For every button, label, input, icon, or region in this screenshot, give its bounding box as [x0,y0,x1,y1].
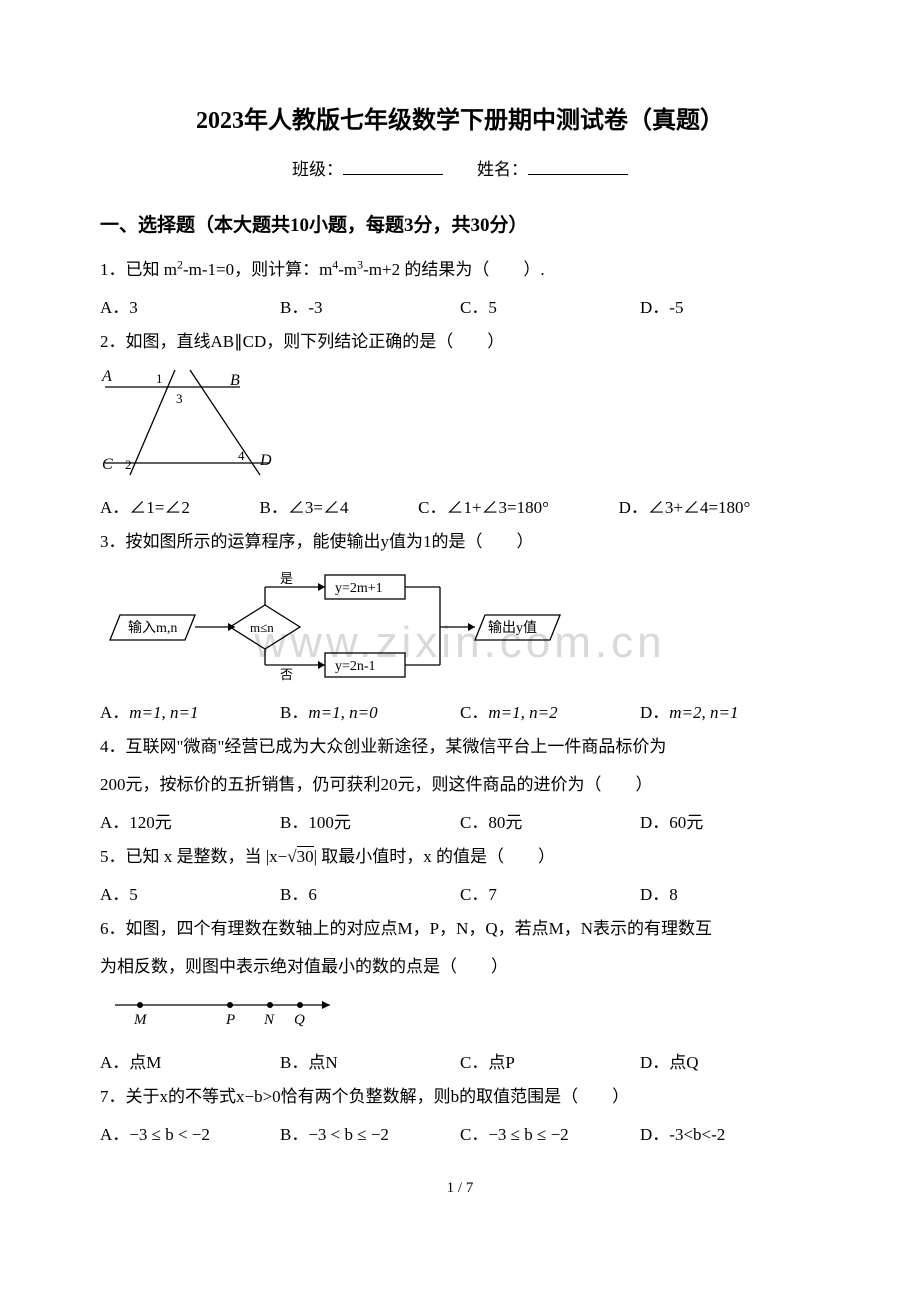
q6-line1: 6．如图，四个有理数在数轴上的对应点M，P，N，Q，若点M，N表示的有理数互 [100,912,820,946]
q4-opt-a: A．120元 [100,806,280,840]
q6-P: P [225,1012,235,1028]
q5-radicand: 30 [297,846,314,866]
q3-cond: m≤n [250,620,274,635]
q3d-val: m=2, n=1 [669,703,738,722]
q6-figure: M P N Q [100,990,820,1040]
q1-part-a: 1．已知 m [100,260,177,279]
q5-opt-c: C．7 [460,878,640,912]
name-blank [528,158,628,175]
q3a-lbl: A． [100,703,129,722]
q3-figure: 输入m,n m≤n 是 y=2m+1 否 y=2n-1 [100,565,820,690]
q2-angle3: 3 [176,391,183,406]
blanks-row: 班级： 姓名： [100,155,820,180]
q2-label-A: A [101,368,112,385]
q7-options: A．−3 ≤ b < −2 B．−3 < b ≤ −2 C．−3 ≤ b ≤ −… [100,1118,820,1152]
q2-figure: A B C D 1 3 2 4 [100,365,820,485]
q1-text: 1．已知 m2-m-1=0，则计算：m4-m3-m+2 的结果为（ ）. [100,253,820,287]
q2-opt-b: B．∠3=∠4 [260,491,395,525]
q7-opt-d: D．-3<b<-2 [640,1118,820,1152]
q4-line1: 4．互联网"微商"经营已成为大众创业新途径，某微信平台上一件商品标价为 [100,730,820,764]
page-title: 2023年人教版七年级数学下册期中测试卷（真题） [100,100,820,135]
q5-text: 5．已知 x 是整数，当 |x−√30| 取最小值时，x 的值是（ ） [100,840,820,874]
q6-opt-a: A．点M [100,1046,280,1080]
q3b-val: m=1, n=0 [308,703,377,722]
q3-opt-d: D．m=2, n=1 [640,696,820,730]
q7-text: 7．关于x的不等式x−b>0恰有两个负整数解，则b的取值范围是（ ） [100,1080,820,1114]
q5-b: | 取最小值时，x 的值是（ ） [314,847,555,866]
q6-N: N [263,1012,275,1028]
q2-opt-a: A．∠1=∠2 [100,491,236,525]
q3-output: 输出y值 [488,620,537,636]
q5-options: A．5 B．6 C．7 D．8 [100,878,820,912]
q4-opt-d: D．60元 [640,806,820,840]
q2-options: A．∠1=∠2 B．∠3=∠4 C．∠1+∠3=180° D．∠3+∠4=180… [100,491,820,525]
q6-options: A．点M B．点N C．点P D．点Q [100,1046,820,1080]
q6-opt-d: D．点Q [640,1046,820,1080]
q2-label-B: B [230,372,240,389]
q2-opt-d: D．∠3+∠4=180° [619,491,796,525]
q1-opt-c: C．5 [460,291,640,325]
q1-options: A．3 B．-3 C．5 D．-5 [100,291,820,325]
q6-opt-c: C．点P [460,1046,640,1080]
q6-line2: 为相反数，则图中表示绝对值最小的数的点是（ ） [100,950,820,984]
q6-M: M [133,1012,148,1028]
q1-part-c: -m [338,260,357,279]
q3-options: A．m=1, n=1 B．m=1, n=0 C．m=1, n=2 D．m=2, … [100,696,820,730]
q3b-lbl: B． [280,703,308,722]
q3-svg: 输入m,n m≤n 是 y=2m+1 否 y=2n-1 [100,565,580,685]
q2-angle2: 2 [125,457,132,472]
class-blank [343,158,443,175]
q6-opt-b: B．点N [280,1046,460,1080]
q1-opt-a: A．3 [100,291,280,325]
q3-opt-c: C．m=1, n=2 [460,696,640,730]
q3c-lbl: C． [460,703,488,722]
q3-opt-b: B．m=1, n=0 [280,696,460,730]
q4-opt-c: C．80元 [460,806,640,840]
q2-label-D: D [259,452,272,469]
q2-svg: A B C D 1 3 2 4 [100,365,275,480]
q3c-val: m=1, n=2 [488,703,557,722]
q1-part-d: -m+2 的结果为（ ）. [363,260,544,279]
section1-heading: 一、选择题（本大题共10小题，每题3分，共30分） [100,210,820,237]
q3-input: 输入m,n [128,620,177,636]
q7-opt-b: B．−3 < b ≤ −2 [280,1118,460,1152]
q7-opt-a: A．−3 ≤ b < −2 [100,1118,280,1152]
q2-label-C: C [102,456,113,473]
q3-opt-a: A．m=1, n=1 [100,696,280,730]
q3d-lbl: D． [640,703,669,722]
name-label: 姓名： [477,160,528,179]
page-number: 1 / 7 [100,1180,820,1197]
q3-bot: y=2n-1 [335,659,376,674]
q4-opt-b: B．100元 [280,806,460,840]
q3-yes: 是 [280,571,293,586]
q5-opt-d: D．8 [640,878,820,912]
q5-a: 5．已知 x 是整数，当 |x−√ [100,847,297,866]
q5-opt-b: B．6 [280,878,460,912]
q3a-val: m=1, n=1 [129,703,198,722]
q2-angle1: 1 [156,371,163,386]
q1-opt-d: D．-5 [640,291,820,325]
q2-angle4: 4 [238,448,245,463]
q7-opt-c: C．−3 ≤ b ≤ −2 [460,1118,640,1152]
q2-text: 2．如图，直线AB∥CD，则下列结论正确的是（ ） [100,325,820,359]
q1-part-b: -m-1=0，则计算：m [183,260,332,279]
q2-opt-c: C．∠1+∠3=180° [418,491,594,525]
q3-text: 3．按如图所示的运算程序，能使输出y值为1的是（ ） [100,525,820,559]
q4-options: A．120元 B．100元 C．80元 D．60元 [100,806,820,840]
q3-top: y=2m+1 [335,581,383,596]
q6-Q: Q [294,1012,305,1028]
q1-opt-b: B．-3 [280,291,460,325]
q3-no: 否 [280,667,293,682]
q5-opt-a: A．5 [100,878,280,912]
q6-svg: M P N Q [100,990,360,1035]
q4-line2: 200元，按标价的五折销售，仍可获利20元，则这件商品的进价为（ ） [100,768,820,802]
class-label: 班级： [292,160,343,179]
